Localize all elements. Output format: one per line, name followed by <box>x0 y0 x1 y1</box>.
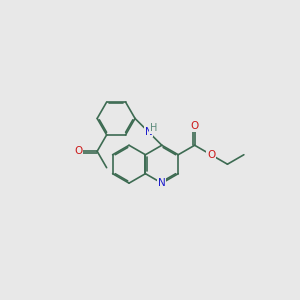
Text: N: N <box>145 127 152 137</box>
Text: O: O <box>190 121 199 131</box>
Text: O: O <box>74 146 82 156</box>
Text: H: H <box>150 123 157 134</box>
Text: O: O <box>207 150 215 160</box>
Text: N: N <box>158 178 166 188</box>
